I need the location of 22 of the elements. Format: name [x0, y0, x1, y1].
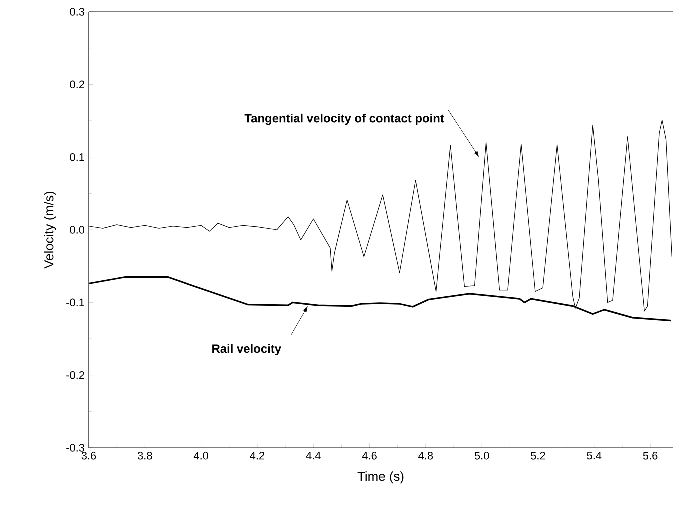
- x-tick-label: 4.6: [362, 452, 377, 460]
- y-tick-label: 0.3: [70, 8, 84, 16]
- x-tick-label: 4.8: [418, 452, 434, 460]
- x-axis-title: Time (s): [358, 472, 404, 484]
- x-tick-label: 4.2: [250, 452, 265, 460]
- y-tick-label: 0.2: [70, 80, 84, 89]
- x-tick-label: 5.2: [531, 452, 546, 460]
- y-tick-label: 0.1: [70, 153, 84, 162]
- x-tick-label: 5.6: [643, 452, 658, 460]
- y-tick-label: 0.0: [70, 226, 85, 234]
- x-tick-label: 5.4: [587, 452, 602, 460]
- x-tick-label: 5.0: [474, 452, 490, 460]
- x-tick-label: 4.4: [306, 452, 321, 460]
- y-axis-title: Velocity (m/s): [44, 192, 56, 269]
- text: Rail velocity: [212, 344, 282, 356]
- x-tick-label: 3.6: [82, 452, 96, 460]
- x-tick-label: 4.0: [194, 452, 208, 460]
- y-tick-label: -0.1: [66, 298, 84, 307]
- x-tick-label: 3.8: [138, 452, 152, 460]
- series-label: Tangential velocity of contact point: [244, 114, 444, 126]
- y-tick-label: -0.2: [66, 371, 84, 380]
- y-tick-label: -0.3: [66, 444, 84, 452]
